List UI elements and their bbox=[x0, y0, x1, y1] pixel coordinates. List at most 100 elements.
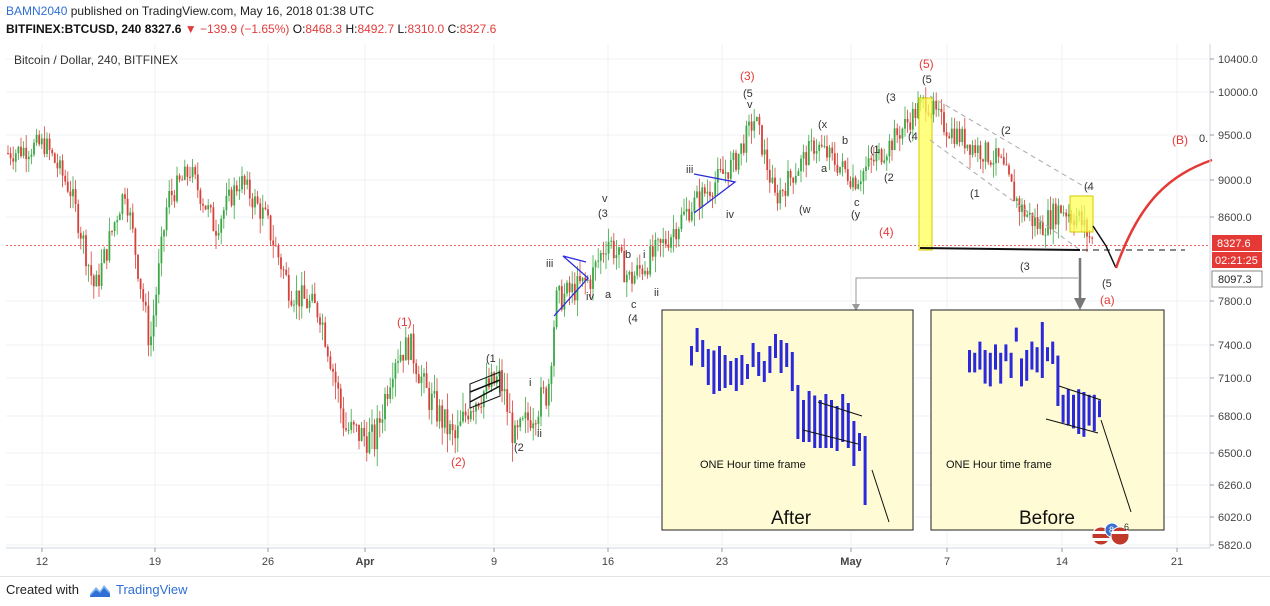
candle-body bbox=[389, 387, 392, 399]
candle-body bbox=[745, 125, 748, 153]
candle-body bbox=[124, 194, 126, 199]
candle-body bbox=[178, 175, 181, 180]
inset-bar bbox=[852, 421, 856, 466]
candle-body bbox=[875, 153, 878, 162]
tradingview-logo-icon[interactable] bbox=[88, 580, 112, 600]
candle-body bbox=[113, 222, 116, 232]
candle-body bbox=[680, 214, 683, 229]
candle-body bbox=[641, 268, 644, 275]
candle-body bbox=[1013, 181, 1016, 201]
candle-body bbox=[449, 424, 451, 435]
candle-body bbox=[1021, 204, 1023, 212]
candle-body bbox=[272, 240, 275, 246]
candle-body bbox=[259, 203, 262, 219]
chart-canvas[interactable]: (1) (2) (3) (4) (5) (B) (a) (1 (2 (3 (4 … bbox=[0, 42, 1270, 576]
low-value: 8310.0 bbox=[407, 22, 445, 36]
candle-body bbox=[503, 389, 506, 392]
wave-label: (2 bbox=[514, 442, 524, 454]
wave-label: (B) bbox=[1172, 133, 1188, 147]
inset-bar bbox=[1035, 347, 1039, 373]
author-link[interactable]: BAMN2040 bbox=[6, 4, 68, 18]
candle-body bbox=[776, 192, 779, 204]
wave-label: (1 bbox=[486, 353, 496, 365]
candle-body bbox=[727, 172, 730, 179]
candle-body bbox=[480, 406, 483, 408]
candle-body bbox=[623, 251, 626, 283]
candle-body bbox=[755, 116, 758, 122]
candle-body bbox=[852, 177, 854, 188]
candle-body bbox=[566, 282, 568, 294]
inset-bars bbox=[690, 328, 867, 505]
candle-body bbox=[467, 415, 470, 420]
candle-body bbox=[233, 185, 236, 206]
candle-body bbox=[576, 276, 579, 301]
candle-body bbox=[709, 191, 711, 196]
wave-label: (5 bbox=[743, 88, 753, 100]
candle-body bbox=[1023, 204, 1026, 217]
y-tick-label: 10400.0 bbox=[1218, 54, 1258, 66]
created-with-text: Created with bbox=[6, 582, 79, 597]
event-badges[interactable]: 8 6 bbox=[1091, 522, 1130, 546]
candle-body bbox=[1049, 210, 1052, 230]
wave-label: (4 bbox=[1084, 181, 1094, 193]
candle-body bbox=[862, 171, 865, 182]
candle-body bbox=[867, 158, 870, 167]
candle-body bbox=[703, 187, 706, 194]
inset-bar bbox=[751, 343, 755, 367]
inset-bar bbox=[841, 394, 845, 442]
candle-body bbox=[1054, 203, 1057, 225]
wave-label: b bbox=[625, 249, 631, 261]
high-label: H: bbox=[345, 22, 358, 36]
candle-body bbox=[77, 204, 80, 233]
candle-body bbox=[365, 436, 368, 453]
tradingview-link[interactable]: TradingView bbox=[116, 582, 188, 597]
candle-body bbox=[274, 245, 277, 247]
candle-body bbox=[425, 373, 428, 388]
wave-label: (4 bbox=[908, 131, 918, 143]
candle-body bbox=[961, 128, 964, 143]
candle-body bbox=[839, 166, 841, 173]
wave-label: (5 bbox=[1102, 278, 1112, 290]
y-axis[interactable]: 10400.0 10000.0 9500.0 9000.0 8600.0 8327.6 02… bbox=[1209, 44, 1263, 552]
candle-body bbox=[1002, 157, 1005, 165]
candle-body bbox=[417, 374, 420, 384]
candle-body bbox=[168, 191, 171, 208]
candle-body bbox=[152, 315, 155, 337]
candle-body bbox=[701, 187, 704, 208]
inset-bar bbox=[973, 352, 977, 373]
candle-body bbox=[1031, 212, 1034, 226]
candle-body bbox=[514, 425, 516, 443]
candle-body bbox=[529, 420, 532, 429]
candle-body bbox=[805, 152, 808, 166]
y-tick-label: 8600.0 bbox=[1218, 212, 1252, 224]
y-tick-label: 7400.0 bbox=[1218, 340, 1252, 352]
inset-bar bbox=[818, 400, 822, 448]
candle-body bbox=[779, 190, 782, 204]
inset-bar bbox=[695, 328, 699, 352]
candle-body bbox=[644, 270, 646, 275]
candle-body bbox=[332, 368, 334, 372]
candle-body bbox=[823, 146, 826, 148]
candle-body bbox=[373, 424, 376, 450]
candle-body bbox=[766, 149, 769, 170]
candle-body bbox=[191, 167, 194, 178]
candles bbox=[7, 87, 1094, 467]
x-axis[interactable]: 12 19 26 Apr 9 16 23 May 7 14 21 bbox=[6, 547, 1210, 568]
candle-body bbox=[316, 303, 319, 318]
candle-body bbox=[740, 143, 743, 154]
countdown-tag bbox=[1212, 252, 1262, 268]
candle-body bbox=[17, 146, 20, 154]
x-tick-label: 14 bbox=[1056, 556, 1068, 568]
candle-body bbox=[794, 175, 797, 183]
symbol-name: BITFINEX:BTCUSD, 240 bbox=[6, 22, 142, 36]
candle-body bbox=[228, 189, 230, 196]
candle-body bbox=[628, 271, 631, 275]
candle-body bbox=[194, 167, 197, 175]
inset-bar bbox=[1004, 344, 1008, 362]
inset-bar bbox=[1025, 350, 1029, 381]
candle-body bbox=[1034, 217, 1036, 226]
candle-body bbox=[672, 229, 675, 238]
candle-body bbox=[423, 373, 425, 377]
candle-body bbox=[989, 162, 992, 165]
candle-body bbox=[451, 424, 454, 431]
